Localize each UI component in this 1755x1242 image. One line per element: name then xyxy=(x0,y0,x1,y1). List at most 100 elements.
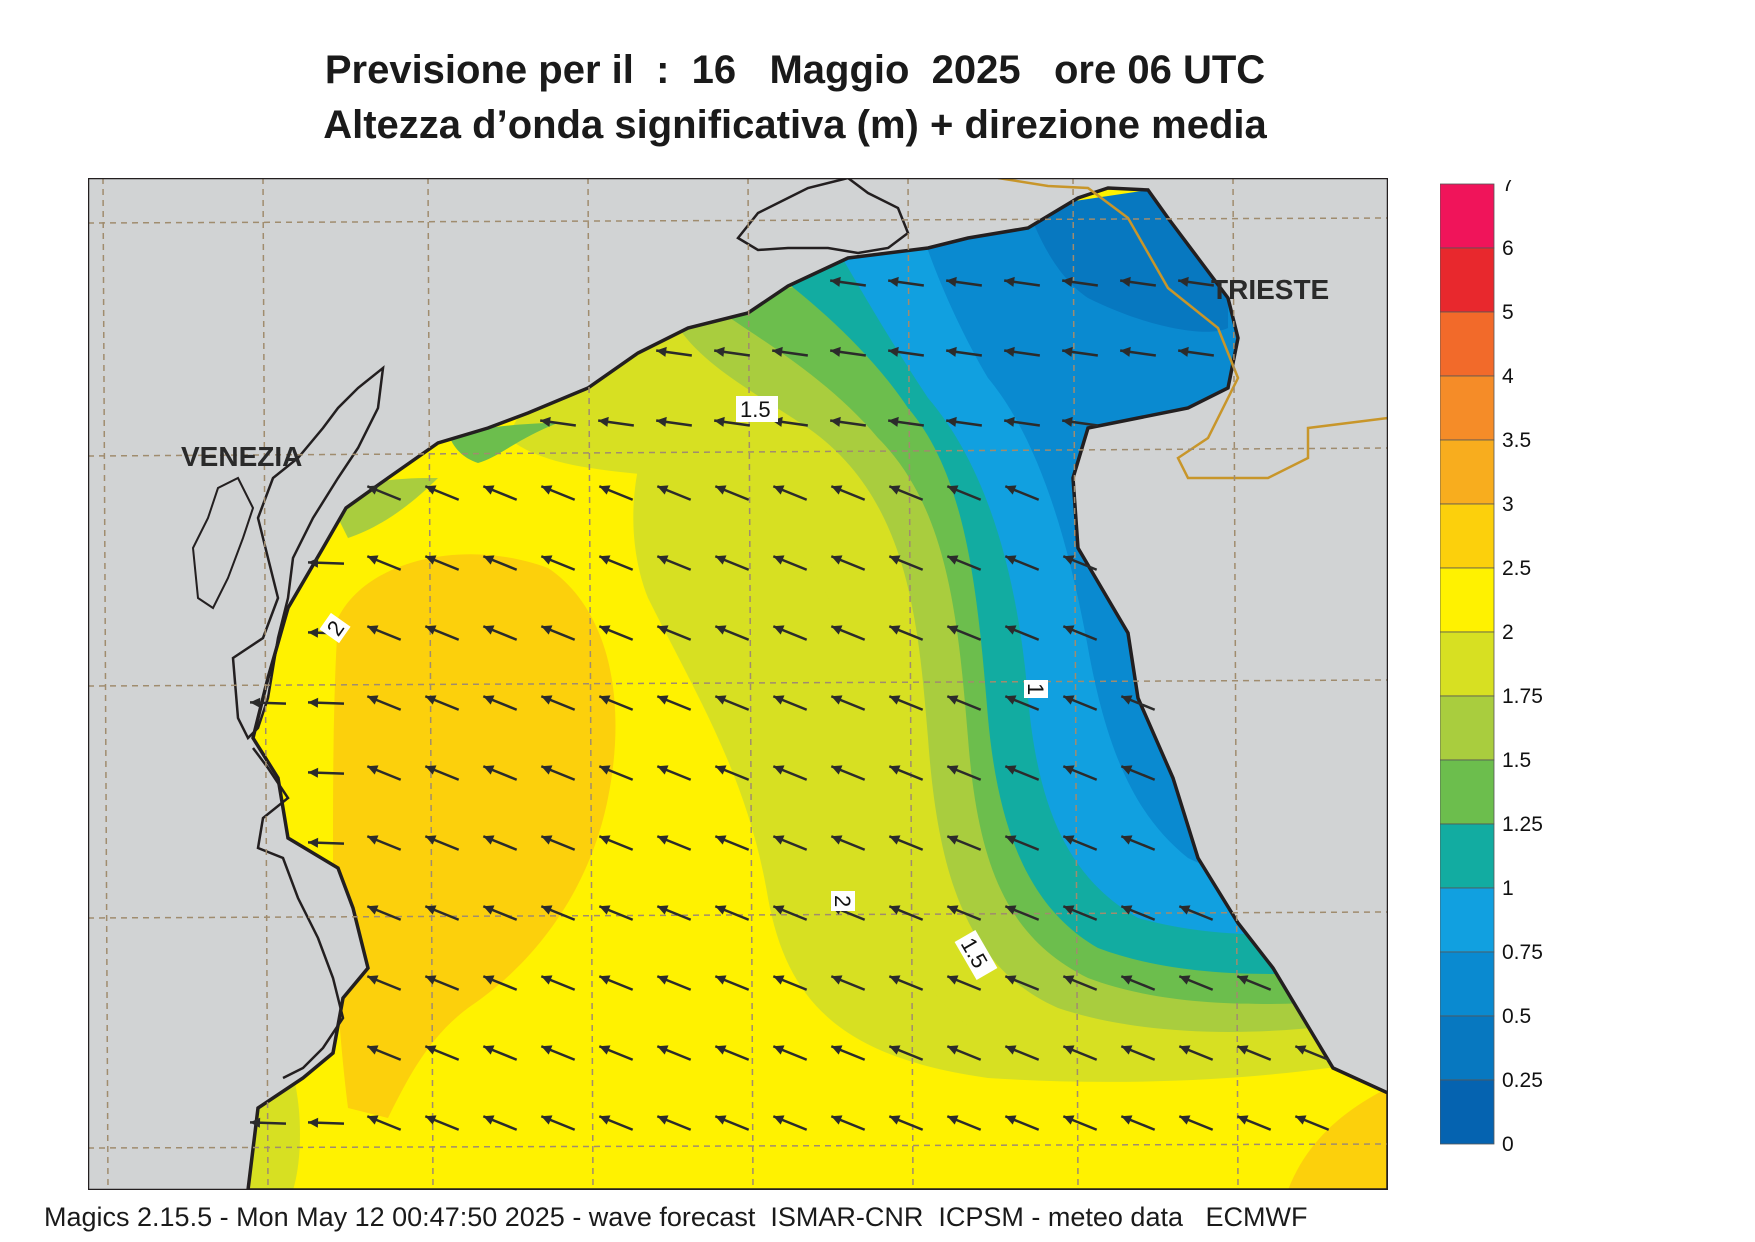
direction-arrow xyxy=(540,1115,576,1131)
direction-arrow xyxy=(656,416,692,427)
direction-arrow xyxy=(946,276,982,287)
direction-arrow xyxy=(1120,695,1156,711)
direction-arrow xyxy=(366,1115,402,1131)
direction-arrow xyxy=(482,1115,518,1131)
direction-arrow xyxy=(772,625,808,641)
direction-arrow xyxy=(772,1115,808,1131)
direction-arrow xyxy=(1236,1045,1272,1061)
direction-arrow xyxy=(1062,905,1098,921)
direction-arrow xyxy=(482,765,518,781)
direction-arrow xyxy=(656,835,692,851)
direction-arrow xyxy=(1062,1045,1098,1061)
direction-arrow xyxy=(714,346,750,357)
legend-swatch xyxy=(1440,1015,1495,1081)
direction-arrow xyxy=(1178,1045,1214,1061)
legend-tick-label: 1.5 xyxy=(1502,749,1531,772)
direction-arrow xyxy=(714,485,750,501)
direction-arrow xyxy=(714,416,750,427)
direction-arrow xyxy=(366,695,402,711)
direction-arrow xyxy=(830,416,866,427)
direction-arrow xyxy=(540,765,576,781)
direction-arrow xyxy=(888,975,924,991)
direction-arrow xyxy=(1004,625,1040,641)
direction-arrow xyxy=(888,276,924,287)
legend-tick-label: 0.75 xyxy=(1502,941,1543,964)
legend-swatch xyxy=(1440,567,1495,633)
direction-arrow xyxy=(424,555,460,571)
direction-arrow xyxy=(772,346,808,357)
direction-arrow xyxy=(656,765,692,781)
direction-arrow xyxy=(307,767,345,778)
direction-arrow xyxy=(424,1045,460,1061)
direction-arrow xyxy=(714,625,750,641)
direction-arrow xyxy=(1062,695,1098,711)
direction-arrow xyxy=(540,485,576,501)
direction-arrow xyxy=(888,485,924,501)
direction-arrow xyxy=(946,416,982,427)
direction-arrow xyxy=(1120,276,1156,287)
direction-arrow xyxy=(598,765,634,781)
direction-arrow xyxy=(1062,1115,1098,1131)
lagoon-islands xyxy=(191,476,255,610)
legend-swatch xyxy=(1440,695,1495,761)
legend-tick-label: 2 xyxy=(1502,621,1514,644)
direction-arrow xyxy=(830,555,866,571)
direction-arrow xyxy=(946,1115,982,1131)
direction-arrow xyxy=(888,905,924,921)
direction-arrow xyxy=(598,416,634,427)
legend-swatch xyxy=(1440,951,1495,1017)
direction-arrow xyxy=(424,695,460,711)
direction-arrow xyxy=(598,905,634,921)
direction-arrow xyxy=(1004,1115,1040,1131)
direction-arrow xyxy=(482,485,518,501)
direction-arrow xyxy=(946,975,982,991)
direction-arrow xyxy=(888,835,924,851)
contour-label-1p5-north: 1.5 xyxy=(736,396,778,422)
direction-arrow xyxy=(946,1045,982,1061)
direction-arrow xyxy=(1062,555,1098,571)
direction-arrow xyxy=(946,555,982,571)
direction-arrow xyxy=(540,905,576,921)
direction-arrow xyxy=(888,1115,924,1131)
legend-tick-label: 0.5 xyxy=(1502,1005,1531,1028)
direction-arrow xyxy=(714,1045,750,1061)
legend-tick-label: 1.25 xyxy=(1502,813,1543,836)
direction-arrow xyxy=(830,625,866,641)
legend-swatch xyxy=(1440,503,1495,569)
legend-tick-label: 4 xyxy=(1502,365,1514,388)
direction-arrow xyxy=(598,1045,634,1061)
direction-arrow xyxy=(366,1045,402,1061)
direction-arrow xyxy=(482,905,518,921)
legend-tick-label: 0 xyxy=(1502,1133,1514,1156)
direction-arrow xyxy=(714,695,750,711)
direction-arrow xyxy=(888,416,924,427)
direction-arrow xyxy=(482,975,518,991)
direction-arrow xyxy=(424,765,460,781)
legend-swatch xyxy=(1440,823,1495,889)
national-border xyxy=(997,178,1388,480)
direction-arrow xyxy=(946,835,982,851)
direction-arrow xyxy=(540,416,576,427)
direction-arrow xyxy=(830,695,866,711)
direction-arrow xyxy=(1178,346,1214,357)
direction-arrow xyxy=(424,835,460,851)
direction-arrow xyxy=(772,485,808,501)
direction-arrow xyxy=(830,1045,866,1061)
map-frame xyxy=(88,178,1388,1190)
direction-arrow xyxy=(656,905,692,921)
direction-arrow xyxy=(1294,1115,1330,1131)
direction-arrow xyxy=(946,905,982,921)
direction-arrow xyxy=(540,975,576,991)
direction-arrow xyxy=(830,765,866,781)
direction-arrow xyxy=(1004,695,1040,711)
direction-arrow xyxy=(772,1045,808,1061)
direction-arrow xyxy=(424,485,460,501)
legend-tick-label: 1 xyxy=(1502,877,1514,900)
direction-arrow xyxy=(598,975,634,991)
direction-arrow xyxy=(656,1115,692,1131)
direction-arrow xyxy=(366,975,402,991)
direction-arrow xyxy=(1236,975,1272,991)
direction-arrow xyxy=(772,835,808,851)
legend-tick-label: 7 xyxy=(1502,180,1514,196)
direction-arrow xyxy=(946,695,982,711)
